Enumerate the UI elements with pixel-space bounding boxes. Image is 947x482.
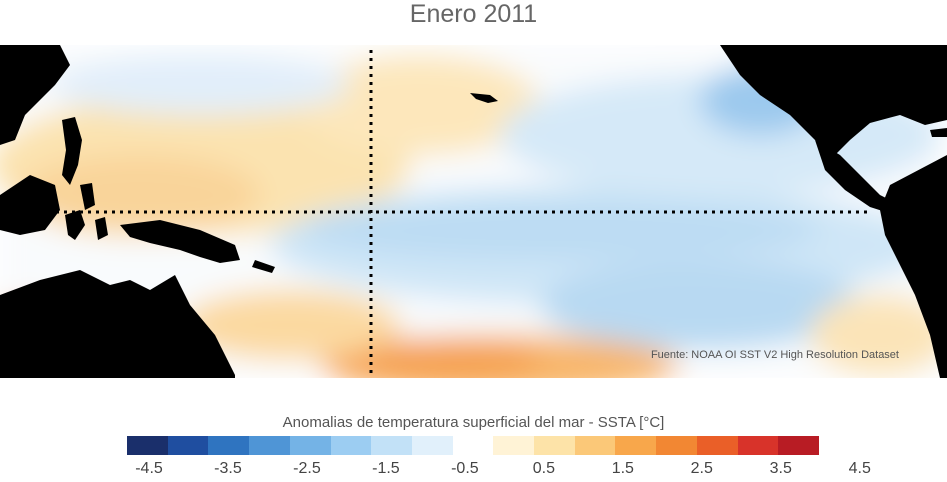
colorbar-segment xyxy=(615,436,657,455)
colorbar-segment xyxy=(778,436,819,455)
colorbar-tick-label: 1.5 xyxy=(611,460,634,477)
colorbar-segment xyxy=(208,436,250,455)
colorbar-segment xyxy=(330,436,372,455)
colorbar-title: Anomalias de temperatura superficial del… xyxy=(282,414,665,431)
colorbar-segment xyxy=(737,436,779,455)
colorbar-tick-label: 4.5 xyxy=(848,460,871,477)
colorbar-tick-label: -3.5 xyxy=(214,460,242,477)
ssta-map xyxy=(0,45,947,378)
colorbar-segment xyxy=(411,436,453,455)
colorbar-tick-label: -0.5 xyxy=(451,460,479,477)
map-title: Enero 2011 xyxy=(409,0,538,28)
colorbar-segment xyxy=(493,436,535,455)
reference-lines xyxy=(0,50,870,378)
land xyxy=(0,45,947,378)
colorbar-tick-label: 2.5 xyxy=(690,460,713,477)
colorbar-segment xyxy=(249,436,290,455)
colorbar-segment xyxy=(656,436,697,455)
colorbar-segment xyxy=(127,436,168,455)
data-source-note: Fuente: NOAA OI SST V2 High Resolution D… xyxy=(650,349,899,361)
colorbar-segment xyxy=(167,436,209,455)
colorbar-tick-label: 0.5 xyxy=(532,460,555,477)
colorbar-segment xyxy=(574,436,616,455)
colorbar-segment xyxy=(452,436,494,455)
colorbar xyxy=(127,436,819,455)
colorbar-tick-label: -1.5 xyxy=(372,460,400,477)
colorbar-segment xyxy=(696,436,738,455)
colorbar-segment xyxy=(371,436,412,455)
colorbar-tick-label: -2.5 xyxy=(293,460,321,477)
colorbar-segment xyxy=(534,436,575,455)
colorbar-tick-label: -4.5 xyxy=(135,460,163,477)
colorbar-ticks: -4.5 -3.5 -2.5 -1.5 -0.5 0.5 1.5 2.5 3.5 4.5 xyxy=(0,460,947,482)
colorbar-segment xyxy=(289,436,331,455)
colorbar-tick-label: 3.5 xyxy=(769,460,792,477)
